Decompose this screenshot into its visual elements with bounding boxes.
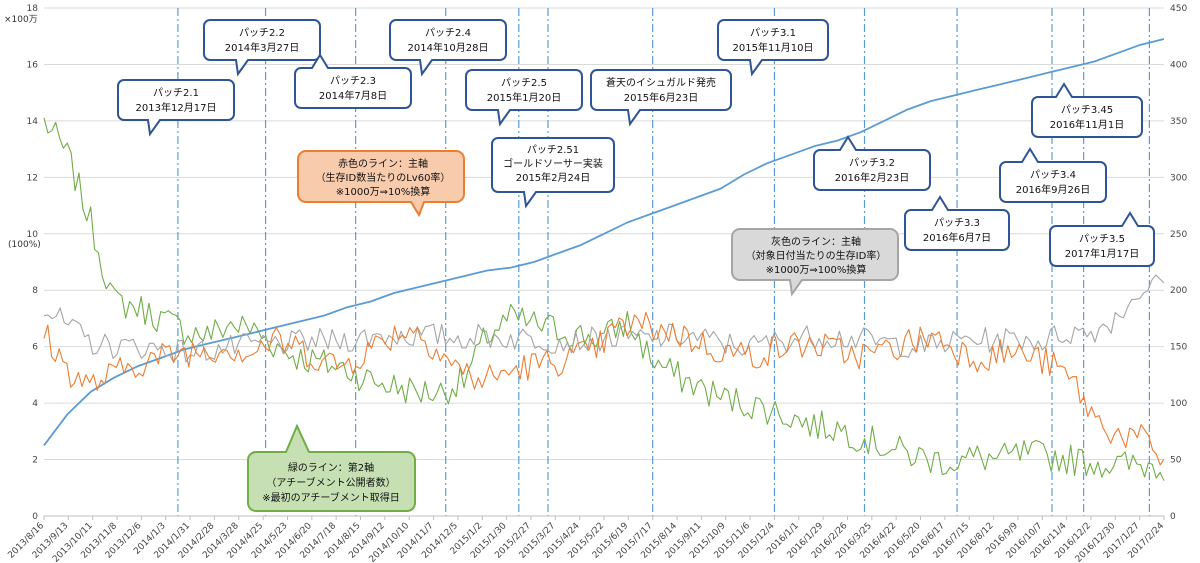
callout-date: 2016年6月7日 [923,231,991,244]
callout-box [813,135,931,191]
y-right-tick-label: 350 [1170,117,1187,127]
y-right-tick-label: 50 [1170,456,1182,466]
callout-date: 2015年2月24日 [516,171,591,184]
callout-label: パッチ3.4 [1030,169,1076,181]
note-gray: 灰色のライン：主軸 （対象日付当たりの生存ID率） ※1000万⇒100%換算 [731,228,899,297]
patch-callout: 蒼天のイシュガルド発売 2015年6月23日 [590,69,732,127]
patch-callout: パッチ3.3 2016年6月7日 [904,195,1010,251]
y-left-unit-label: ×100万 [4,15,38,25]
note-red-line1: 赤色のライン：主軸 [338,157,428,170]
callout-label: パッチ3.5 [1079,233,1125,245]
callout-date: 2015年11月10日 [733,41,814,54]
patch-callout: パッチ2.2 2014年3月27日 [203,19,321,77]
y-right-tick-label: 100 [1170,399,1187,409]
callout-box [999,147,1107,203]
y-left-tick-label: 2 [32,456,38,466]
callout-date: 2017年1月17日 [1065,247,1140,260]
y-right-tick-label: 150 [1170,343,1187,353]
y-left-tick-label: 8 [32,286,38,296]
note-gray-line3: ※1000万⇒100%換算 [766,263,867,276]
callout-label: パッチ2.51 [527,144,579,156]
y-left-tick-label: 16 [27,60,39,70]
y-left-tick-label: 0 [32,512,38,522]
callout-label: パッチ2.4 [425,27,471,39]
callout-box [1031,82,1143,138]
patch-callout: パッチ2.4 2014年10月28日 [389,19,507,77]
note-red-line3: ※1000万⇒10%換算 [336,185,430,198]
callout-date: 2016年2月23日 [835,171,910,184]
callout-label: パッチ2.5 [501,77,547,89]
callout-label: パッチ3.45 [1061,104,1113,116]
callout-label: パッチ3.3 [934,217,980,229]
callout-date: 2015年1月20日 [487,91,562,104]
patch-callout: パッチ3.1 2015年11月10日 [717,19,829,77]
callout-box [294,53,412,109]
callout-label: パッチ3.1 [750,27,796,39]
patch-callout: パッチ2.3 2014年7月8日 [294,53,412,109]
y-right-tick-label: 250 [1170,230,1187,240]
note-green-line3: ※最初のアチーブメント取得日 [262,491,400,504]
patch-callout: パッチ3.4 2016年9月26日 [999,147,1107,203]
callout-label: パッチ2.1 [153,87,199,99]
patch-callout: パッチ2.1 2013年12月17日 [117,79,235,137]
patch-callout: パッチ3.5 2017年1月17日 [1049,211,1155,267]
callout-label: パッチ2.3 [330,75,376,87]
series-group [43,38,1165,481]
callout-date: 2015年6月23日 [624,91,699,104]
callout-label: パッチ3.2 [849,157,895,169]
callout-box [465,69,583,127]
y-left-tick-label: 4 [32,399,38,409]
note-gray-line2: （対象日付当たりの生存ID率） [746,249,887,262]
callout-date: 2016年11月1日 [1050,118,1125,131]
callout-date: 2014年7月8日 [319,89,387,102]
series-line [43,38,1165,446]
callout-box [491,137,615,209]
y-left-tick-label: 18 [27,4,39,14]
y-left-percent-label: (100%) [8,240,41,250]
callout-box [904,195,1010,251]
series-line [43,311,1165,466]
callout-date: 2013年12月17日 [136,101,217,114]
callout-box [590,69,732,127]
callout-sub: ゴールドソーサー実装 [503,157,603,170]
callout-box [717,19,829,77]
note-red: 赤色のライン：主軸 （生存ID数当たりのLv60率） ※1000万⇒10%換算 [297,150,465,218]
y-left-tick-label: 14 [27,117,39,127]
callout-date: 2014年3月27日 [225,41,300,54]
y-left-tick-label: 10 [27,230,39,240]
callout-box [203,19,321,77]
patch-callout: パッチ2.5 2015年1月20日 [465,69,583,127]
callout-box [389,19,507,77]
patch-callout: パッチ3.2 2016年2月23日 [813,135,931,191]
callout-box [1049,211,1155,267]
y-right-tick-label: 450 [1170,4,1187,14]
patch-callout: パッチ3.45 2016年11月1日 [1031,82,1143,138]
callout-date: 2014年10月28日 [408,41,489,54]
callout-date: 2016年9月26日 [1016,183,1091,196]
callout-label: パッチ2.2 [239,27,285,39]
series-line [43,274,1165,364]
callout-box [117,79,235,137]
y-right-tick-label: 400 [1170,60,1187,70]
note-gray-line1: 灰色のライン：主軸 [771,235,861,248]
series-line [43,117,1165,481]
callout-label: 蒼天のイシュガルド発売 [606,76,716,89]
y-right-tick-label: 300 [1170,173,1187,183]
y-left-tick-label: 12 [27,173,38,183]
y-right-tick-label: 0 [1170,512,1176,522]
note-green-line2: （アチーブメント公開者数） [266,476,395,489]
note-red-line2: （生存ID数当たりのLv60率） [316,171,451,184]
note-green: 緑のライン：第2軸 （アチーブメント公開者数） ※最初のアチーブメント取得日 [247,423,416,512]
y-right-tick-label: 200 [1170,286,1187,296]
note-green-line1: 緑のライン：第2軸 [288,461,374,474]
y-left-tick-label: 6 [32,343,38,353]
